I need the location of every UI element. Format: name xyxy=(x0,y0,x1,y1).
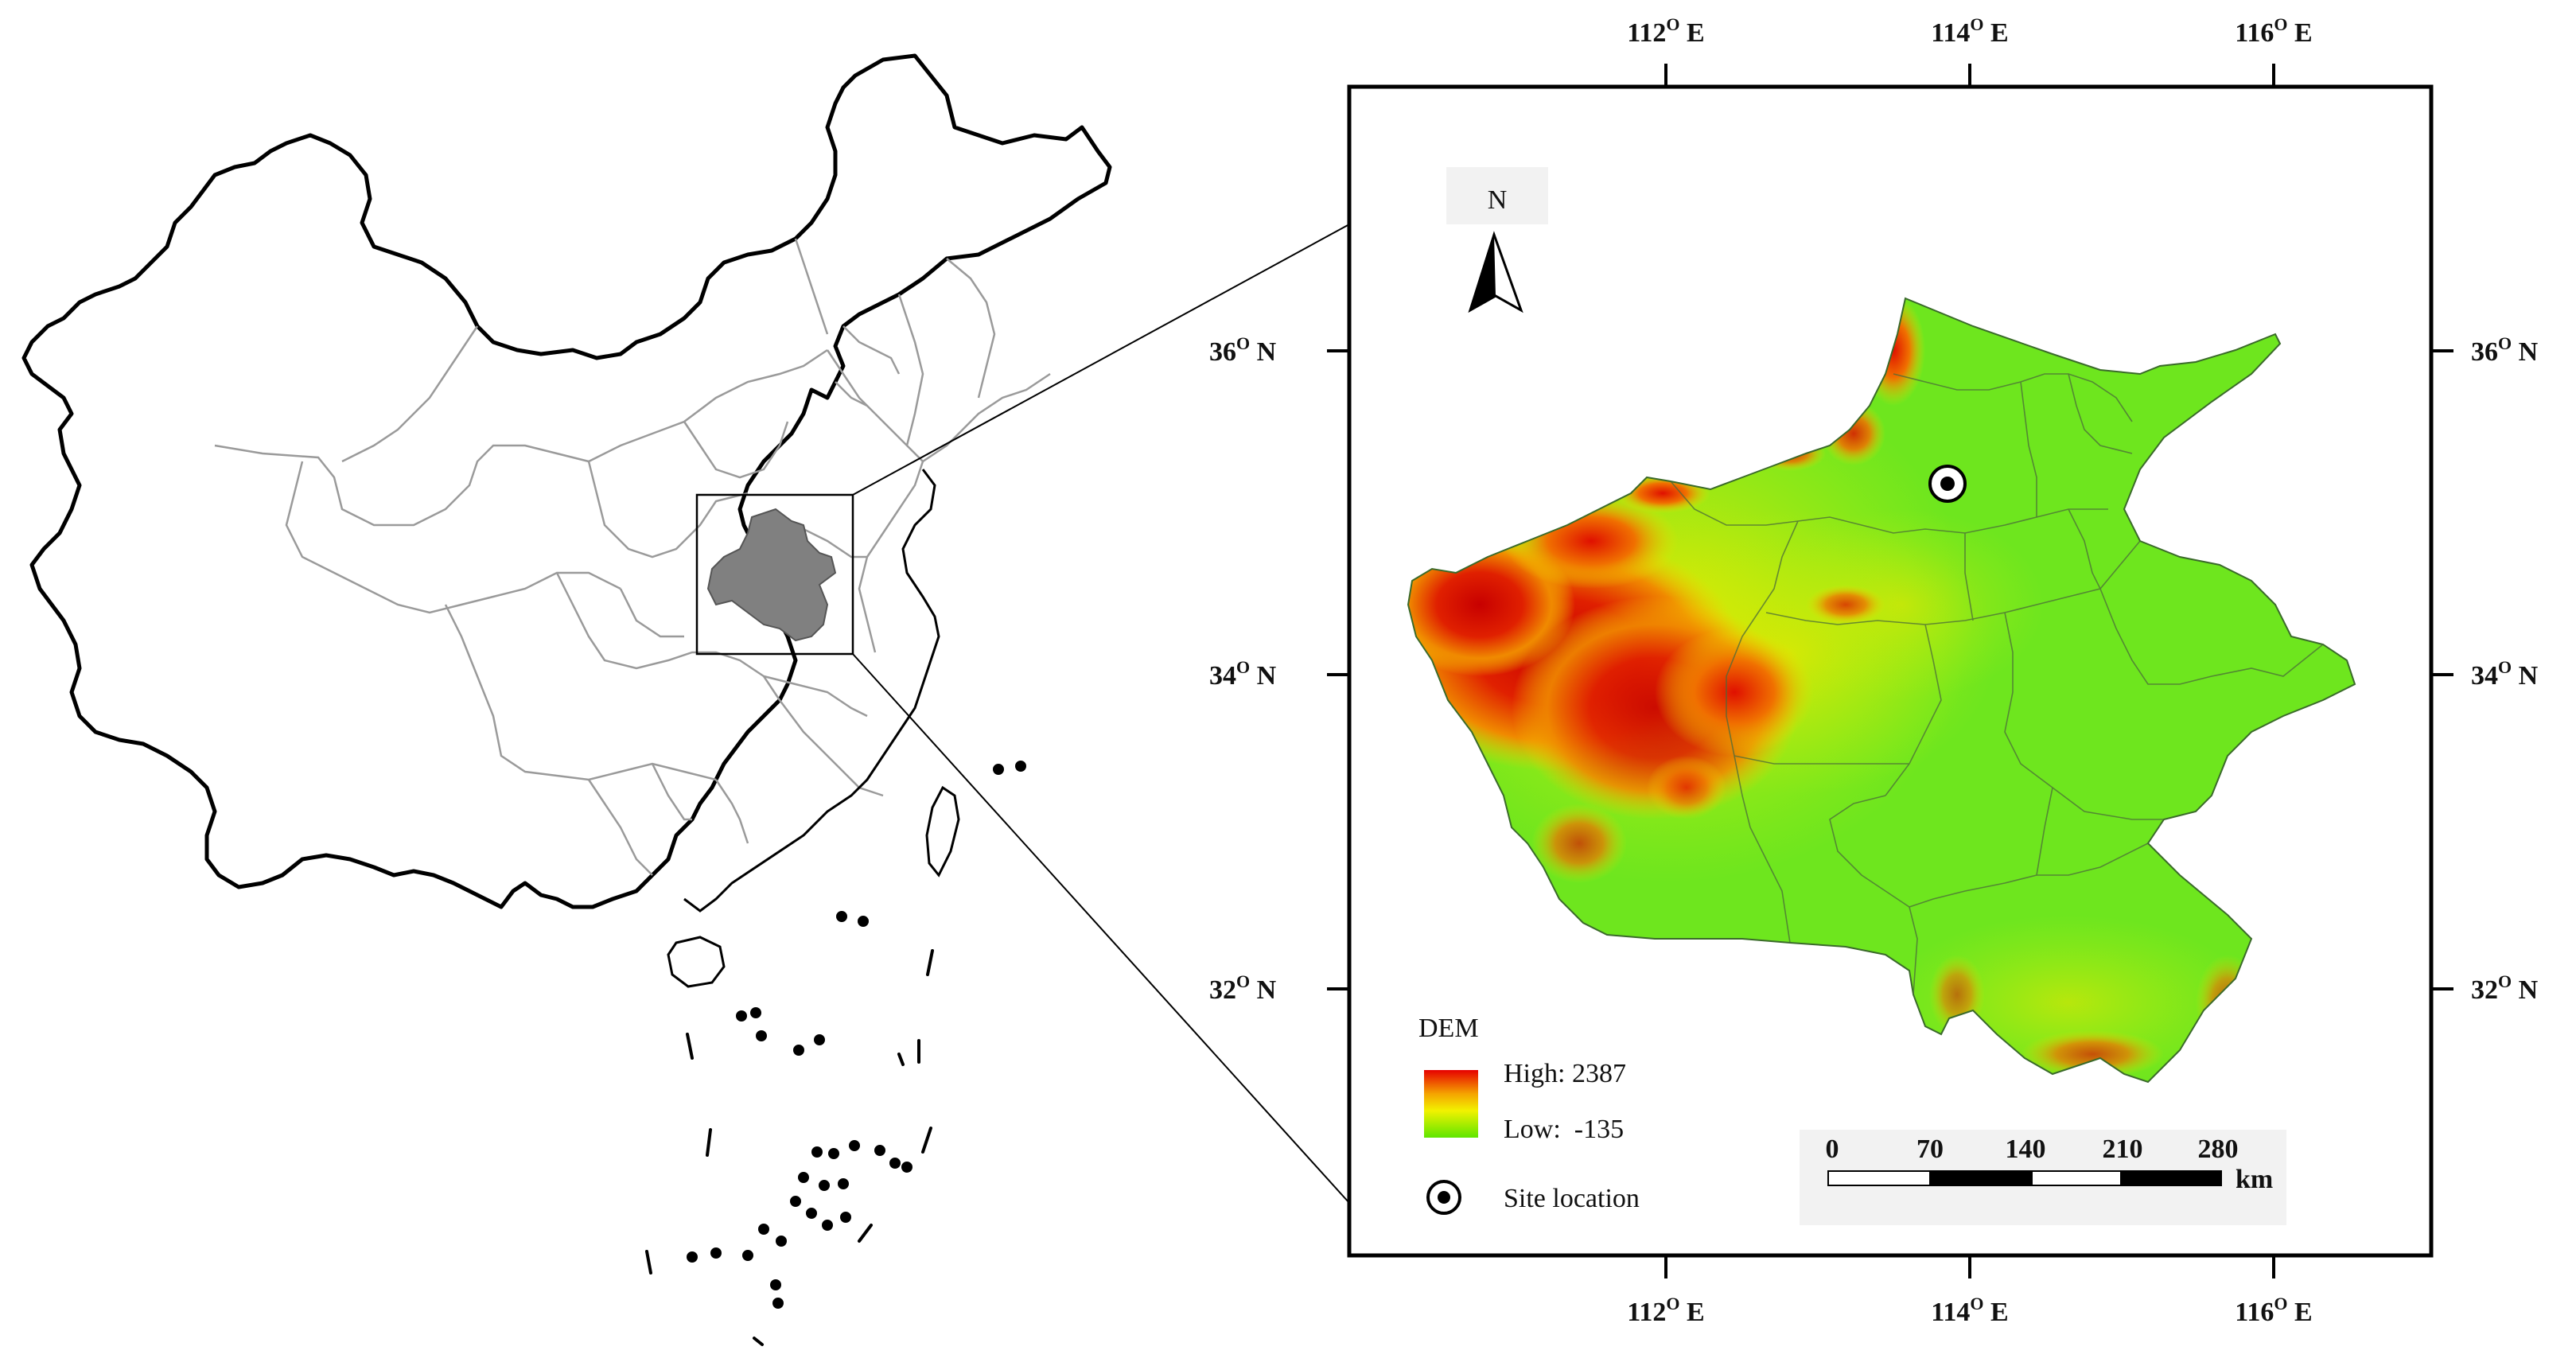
bottom-lon-label-2: 114O E xyxy=(1931,1294,2008,1327)
hainan-island xyxy=(667,936,726,988)
zoom-connector-lines xyxy=(852,224,1350,1204)
scale-tick-0: 0 xyxy=(1826,1134,1839,1164)
tick-marks xyxy=(1327,64,2453,1278)
scale-tick-3: 210 xyxy=(2103,1134,2143,1164)
scale-bar: 0 70 140 210 280 km xyxy=(1800,1130,2286,1225)
north-arrow: N xyxy=(1446,167,1548,313)
bottom-lon-label-3: 116O E xyxy=(2235,1294,2312,1327)
left-latitude-labels: 36O N 34O N 32O N xyxy=(1209,333,1277,1005)
dem-color-ramp xyxy=(1424,1070,1478,1138)
south-china-sea-islands xyxy=(645,761,1026,1346)
detail-map: 112O E 114O E 116O E 112O E 114O E 116O … xyxy=(1209,14,2539,1327)
right-lat-label-2: 34O N xyxy=(2471,657,2539,691)
province-boundaries xyxy=(214,238,1051,876)
left-lat-label-1: 36O N xyxy=(1209,333,1277,367)
legend-site-label: Site location xyxy=(1504,1184,1640,1213)
legend-high-label: High: 2387 xyxy=(1504,1059,1626,1088)
taiwan-island xyxy=(925,785,960,878)
top-lon-label-1: 112O E xyxy=(1627,14,1704,48)
scale-tick-4: 280 xyxy=(2198,1134,2239,1164)
scale-tick-1: 70 xyxy=(1916,1134,1944,1164)
left-lat-label-3: 32O N xyxy=(1209,971,1277,1005)
legend-low-label: Low: -135 xyxy=(1504,1115,1624,1144)
top-longitude-labels: 112O E 114O E 116O E xyxy=(1627,14,2312,48)
henan-province-highlight xyxy=(706,508,837,642)
bottom-lon-label-1: 112O E xyxy=(1627,1294,1704,1327)
left-lat-label-2: 34O N xyxy=(1209,657,1277,691)
china-outline xyxy=(21,53,1112,909)
legend-title: DEM xyxy=(1418,1014,1479,1043)
coast-boundaries xyxy=(683,469,940,913)
right-lat-label-3: 32O N xyxy=(2471,971,2539,1005)
right-latitude-labels: 36O N 34O N 32O N xyxy=(2471,333,2539,1005)
scale-unit: km xyxy=(2236,1165,2273,1194)
prefecture-boundaries xyxy=(1670,373,2324,995)
legend: DEM High: 2387 Low: -135 Site location xyxy=(1418,1014,1640,1215)
north-arrow-label: N xyxy=(1488,185,1508,215)
scale-tick-2: 140 xyxy=(2006,1134,2046,1164)
right-lat-label-1: 36O N xyxy=(2471,333,2539,367)
china-overview-map xyxy=(21,53,1112,1346)
zoom-extent-box xyxy=(695,493,854,656)
henan-outline xyxy=(1407,297,2356,1084)
site-location-marker xyxy=(1928,465,1967,503)
top-lon-label-2: 114O E xyxy=(1931,14,2008,48)
bottom-longitude-labels: 112O E 114O E 116O E xyxy=(1627,1294,2312,1327)
top-lon-label-3: 116O E xyxy=(2235,14,2312,48)
